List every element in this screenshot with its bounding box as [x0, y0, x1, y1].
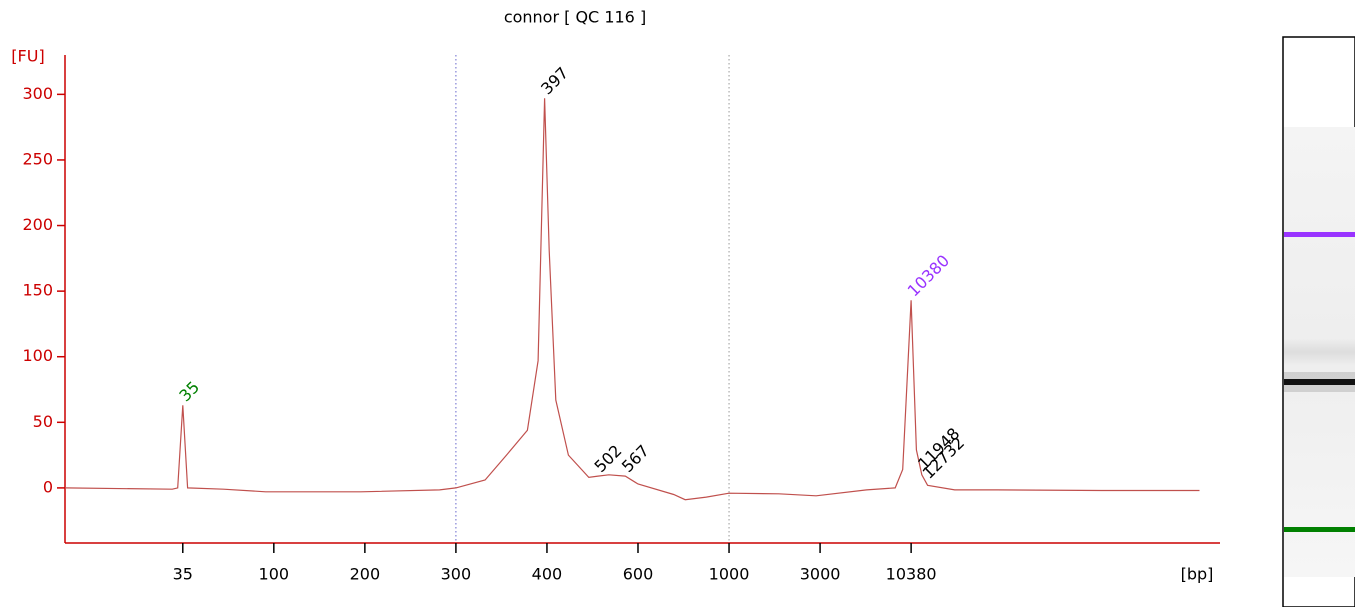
y-axis-label: [FU]	[11, 47, 44, 66]
chart-title: connor [ QC 116 ]	[504, 8, 646, 27]
x-tick-label: 600	[623, 565, 654, 584]
x-axis-label: [bp]	[1181, 565, 1214, 584]
peak-label: 397	[537, 63, 572, 98]
x-tick-label: 10380	[886, 565, 937, 584]
x-tick-label: 100	[259, 565, 290, 584]
peak-label: 502	[591, 441, 626, 476]
y-tick-label: 250	[22, 149, 53, 168]
x-tick-label: 3000	[800, 565, 841, 584]
x-tick-label: 1000	[709, 565, 750, 584]
upper-marker-band	[1284, 232, 1355, 237]
x-tick-label: 400	[532, 565, 563, 584]
lane-background	[1284, 127, 1355, 577]
y-tick-label: 50	[33, 412, 53, 431]
lane-band	[1284, 379, 1355, 385]
y-tick-label: 200	[22, 215, 53, 234]
y-tick-label: 300	[22, 84, 53, 103]
gel-lane	[1282, 36, 1355, 607]
lower-marker-band	[1284, 527, 1355, 532]
peak-label: 35	[175, 377, 203, 405]
x-tick-label: 200	[350, 565, 381, 584]
trace	[64, 98, 1200, 501]
y-tick-label: 150	[22, 281, 53, 300]
peak-label: 10380	[904, 251, 953, 300]
y-tick-label: 100	[22, 346, 53, 365]
peak-label: 567	[618, 441, 653, 476]
y-tick-label: 0	[43, 477, 53, 496]
x-tick-label: 35	[173, 565, 193, 584]
x-tick-label: 300	[441, 565, 472, 584]
